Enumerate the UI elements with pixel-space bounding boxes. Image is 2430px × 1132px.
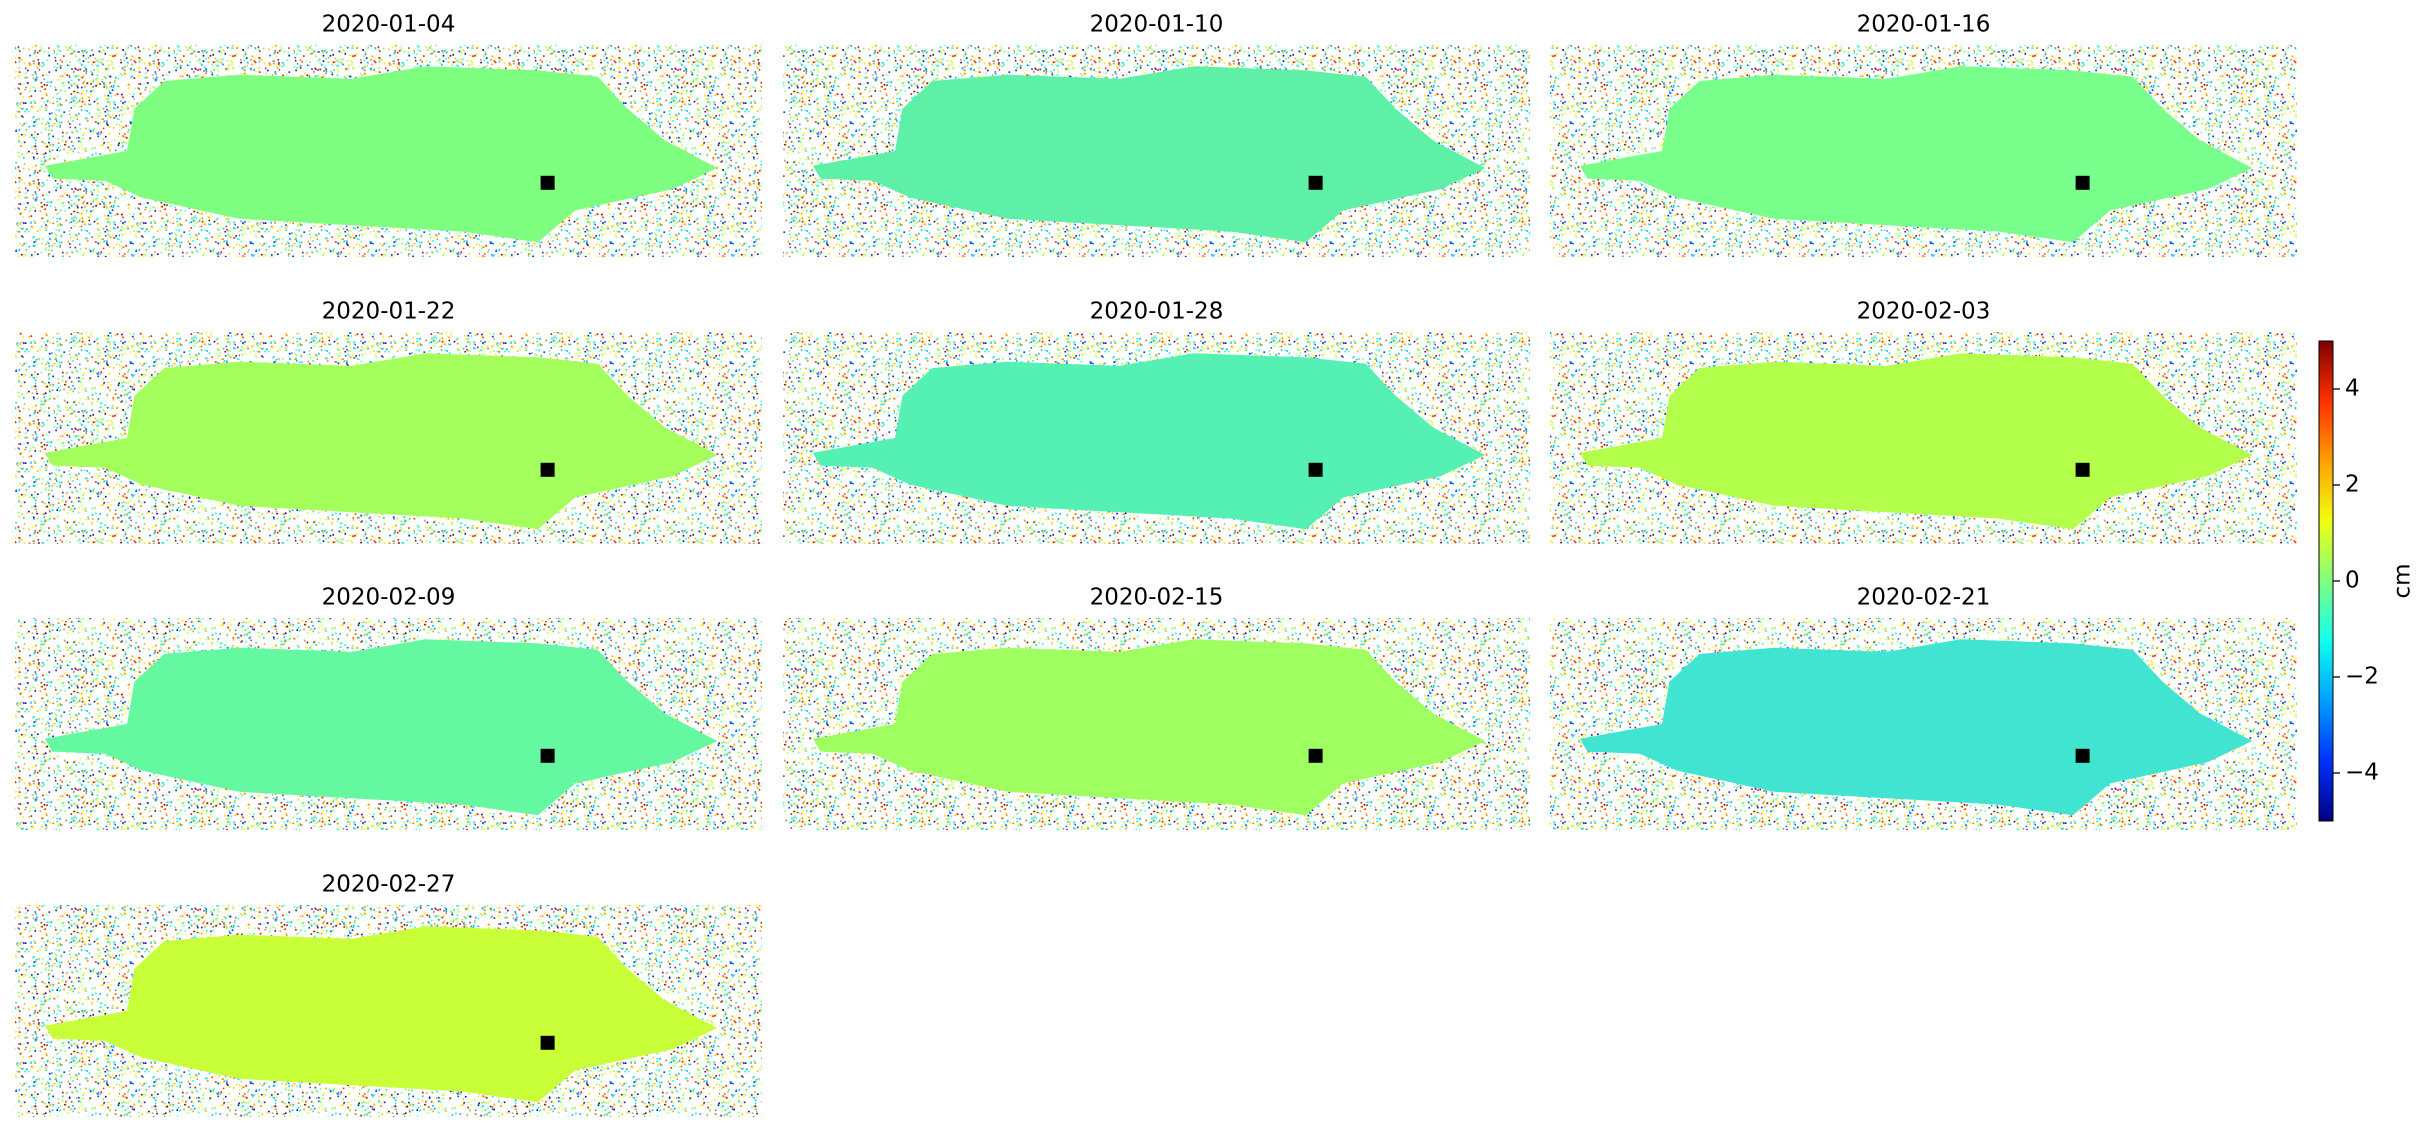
panel-title: 2020-01-10 xyxy=(1090,12,1224,38)
reference-point xyxy=(1308,462,1323,477)
reference-point xyxy=(540,462,555,477)
deformation-area xyxy=(812,66,1486,243)
panel-title: 2020-02-09 xyxy=(322,585,456,611)
reference-point xyxy=(1308,175,1323,190)
reference-point xyxy=(2075,462,2090,477)
deformation-area xyxy=(812,353,1486,530)
colorbar-tick-label: −2 xyxy=(2345,664,2379,690)
deformation-area xyxy=(44,926,718,1103)
deformation-area xyxy=(44,639,718,816)
deformation-area xyxy=(1579,66,2253,243)
colorbar-tick-label: −4 xyxy=(2345,760,2379,786)
reference-point xyxy=(540,1035,555,1050)
deformation-area xyxy=(812,639,1486,816)
panel-title: 2020-01-04 xyxy=(322,12,456,38)
panel-title: 2020-01-28 xyxy=(1090,299,1224,325)
panel-title: 2020-01-22 xyxy=(322,299,456,325)
deformation-area xyxy=(44,66,718,243)
reference-point xyxy=(540,748,555,763)
colorbar-tick-label: 2 xyxy=(2345,472,2360,498)
reference-point xyxy=(540,175,555,190)
deformation-area xyxy=(1579,353,2253,530)
panel-title: 2020-02-15 xyxy=(1090,585,1224,611)
colorbar-tick-label: 0 xyxy=(2345,568,2360,594)
deformation-area xyxy=(44,353,718,530)
reference-point xyxy=(2075,748,2090,763)
reference-point xyxy=(2075,175,2090,190)
panel-title: 2020-02-27 xyxy=(322,872,456,898)
panel-title: 2020-01-16 xyxy=(1857,12,1991,38)
colorbar-label: cm xyxy=(2390,563,2416,598)
panel-title: 2020-02-03 xyxy=(1857,299,1991,325)
colorbar xyxy=(2318,340,2334,822)
panel-title: 2020-02-21 xyxy=(1857,585,1991,611)
colorbar-tick-label: 4 xyxy=(2345,376,2360,402)
deformation-area xyxy=(1579,639,2253,816)
reference-point xyxy=(1308,748,1323,763)
